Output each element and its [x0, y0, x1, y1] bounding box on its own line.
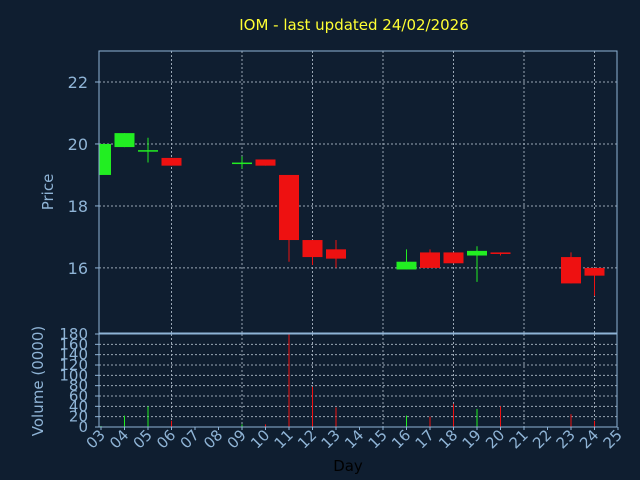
volume-y-tick-label: 160 — [59, 335, 88, 353]
price-y-tick-label: 18 — [68, 197, 88, 216]
candle-body — [99, 143, 111, 175]
volume-y-tick-label: 140 — [59, 346, 88, 364]
x-tick-labels: 0304050607080910111213141516171819202122… — [83, 426, 626, 452]
candle-04 — [114, 133, 135, 148]
volume-y-tick-label: 120 — [59, 356, 88, 374]
volume-y-tick-label: 180 — [59, 325, 88, 343]
x-tick-label: 16 — [388, 426, 414, 452]
volume-y-tick-label: 0 — [78, 418, 88, 436]
price-y-tick-label: 16 — [68, 259, 88, 278]
candle-17 — [420, 249, 440, 268]
price-axis-label: Price — [39, 174, 57, 211]
candle-24 — [584, 267, 605, 296]
candle-23 — [561, 252, 581, 284]
x-tick-label: 18 — [435, 426, 461, 452]
x-tick-label: 20 — [482, 426, 508, 452]
candle-body — [114, 133, 135, 148]
x-tick-label: 04 — [106, 426, 132, 452]
candle-06 — [161, 157, 182, 166]
candle-body — [561, 257, 581, 284]
candle-03 — [99, 143, 111, 175]
x-tick-label: 06 — [153, 426, 179, 452]
price-y-tick-label: 20 — [68, 135, 88, 154]
x-tick-label: 05 — [130, 426, 156, 452]
candle-body — [467, 250, 487, 256]
price-panel-frame — [98, 50, 618, 334]
x-tick-label: 14 — [341, 426, 367, 452]
volume-y-tick-label: 20 — [69, 408, 88, 426]
x-tick-label: 21 — [506, 426, 532, 452]
x-tick-label: 09 — [224, 426, 250, 452]
volume-panel-frame — [98, 333, 618, 428]
candle-13 — [326, 240, 346, 268]
candle-12 — [302, 240, 323, 265]
volume-y-tick-label: 80 — [69, 377, 88, 395]
candle-body — [232, 162, 252, 165]
x-tick-label: 10 — [247, 426, 273, 452]
x-axis-label: Day — [333, 457, 363, 475]
candle-20 — [490, 252, 511, 256]
x-tick-label: 15 — [365, 426, 391, 452]
candle-body — [584, 267, 605, 276]
volume-axis-label: Volume (0000) — [29, 326, 47, 436]
chart-title: IOM - last updated 24/02/2026 — [239, 16, 469, 34]
candle-body — [255, 159, 276, 166]
candle-05 — [138, 137, 158, 163]
volume-bars — [100, 334, 595, 427]
x-tick-label: 08 — [200, 426, 226, 452]
candle-body — [490, 252, 511, 254]
candle-body — [138, 150, 158, 152]
x-tick-label: 23 — [553, 426, 579, 452]
x-tick-label: 24 — [576, 426, 602, 452]
candle-body — [420, 252, 440, 268]
volume-y-tick-label: 100 — [59, 366, 88, 384]
x-tick-label: 25 — [600, 426, 626, 452]
candle-body — [279, 174, 299, 241]
candle-16 — [396, 249, 417, 270]
volume-y-tick-label: 60 — [69, 387, 88, 405]
candle-body — [302, 240, 323, 258]
candle-body — [326, 249, 346, 259]
candle-body — [161, 157, 182, 166]
x-tick-label: 22 — [529, 426, 555, 452]
x-tick-label: 13 — [318, 426, 344, 452]
price-y-tick-label: 22 — [68, 73, 88, 92]
candle-11 — [279, 174, 299, 262]
x-tick-label: 12 — [294, 426, 320, 452]
x-tick-label: 17 — [412, 426, 438, 452]
candle-10 — [255, 159, 276, 166]
x-tick-label: 19 — [459, 426, 485, 452]
candle-19 — [467, 246, 487, 282]
candle-body — [396, 261, 417, 270]
x-tick-label: 07 — [177, 426, 203, 452]
x-tick-label: 11 — [271, 426, 297, 452]
price-grid — [99, 51, 617, 333]
volume-y-tick-label: 40 — [69, 397, 88, 415]
candle-09 — [232, 156, 252, 169]
candles — [99, 133, 605, 296]
price-y-tick-labels: 16 18 20 22 — [68, 73, 99, 278]
candle-18 — [443, 252, 464, 264]
candle-body — [443, 252, 464, 264]
volume-grid — [99, 333, 617, 428]
